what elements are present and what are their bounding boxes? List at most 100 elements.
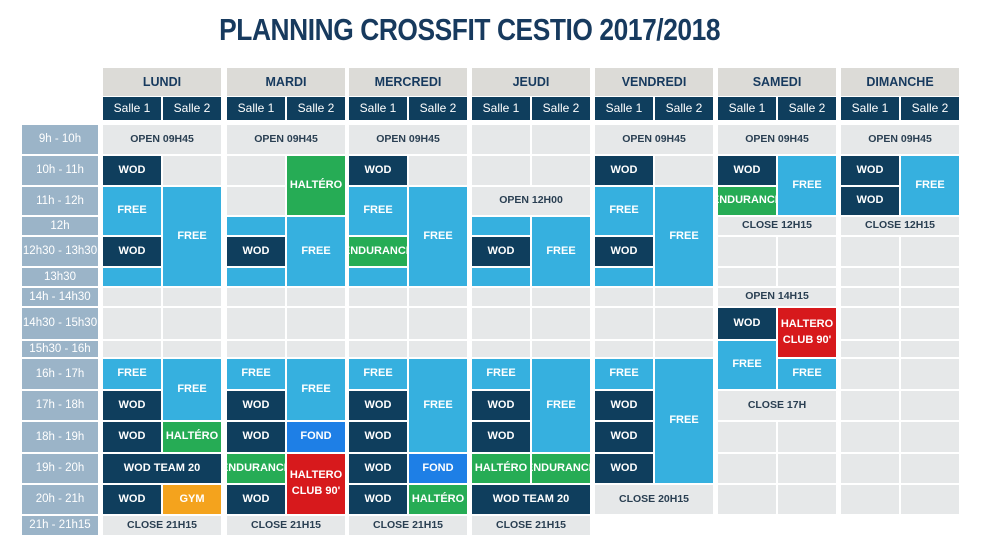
empty-slot <box>472 156 530 185</box>
session-halt-ro[interactable]: HALTÉRO <box>409 485 467 514</box>
session-wod[interactable]: WOD <box>103 422 161 452</box>
schedule-note: OPEN 09H45 <box>595 125 713 154</box>
salle-header: Salle 1 <box>103 97 161 120</box>
schedule-note: OPEN 09H45 <box>349 125 467 154</box>
session-wod[interactable]: WOD <box>472 391 530 420</box>
session-wod[interactable]: WOD <box>595 237 653 266</box>
session-free[interactable]: FREE <box>409 359 467 452</box>
session-wod[interactable]: WOD <box>472 422 530 452</box>
session-halt-ro[interactable]: HALTÉRO <box>472 454 530 483</box>
session-wod[interactable]: WOD <box>227 422 285 452</box>
session-free[interactable]: FREE <box>778 156 836 215</box>
session-free[interactable]: FREE <box>287 217 345 286</box>
session-wod[interactable]: WOD <box>103 156 161 185</box>
session-wod[interactable]: WOD <box>718 308 776 339</box>
session-free[interactable]: FREE <box>349 359 407 389</box>
time-slot: 14h - 14h30 <box>22 288 98 306</box>
session-wod[interactable]: WOD <box>595 391 653 420</box>
time-slot: 11h - 12h <box>22 187 98 215</box>
session-free[interactable]: FREE <box>901 156 959 215</box>
session-wod-team-20[interactable]: WOD TEAM 20 <box>472 485 590 514</box>
session-free[interactable]: FREE <box>163 187 221 286</box>
schedule-note: CLOSE 21H15 <box>349 516 467 535</box>
empty-slot <box>595 341 653 357</box>
session-free[interactable]: FREE <box>778 359 836 389</box>
session-free[interactable]: FREE <box>532 217 590 286</box>
session-free[interactable]: FREE <box>409 187 467 286</box>
session-wod[interactable]: WOD <box>472 237 530 266</box>
time-slot: 17h - 18h <box>22 391 98 420</box>
empty-slot <box>227 156 285 185</box>
session-wod[interactable]: WOD <box>349 454 407 483</box>
time-slot: 10h - 11h <box>22 156 98 185</box>
session-wod[interactable]: WOD <box>103 391 161 420</box>
empty-slot <box>718 268 776 286</box>
empty-slot <box>901 485 959 514</box>
empty-slot <box>227 187 285 215</box>
session-free[interactable]: FREE <box>595 359 653 389</box>
session-free[interactable]: FREE <box>227 359 285 389</box>
session-free[interactable]: FREE <box>472 359 530 389</box>
session-free[interactable]: FREE <box>655 187 713 286</box>
schedule-note: CLOSE 21H15 <box>103 516 221 535</box>
session-block <box>103 268 161 286</box>
empty-slot <box>103 308 161 339</box>
empty-slot <box>472 308 530 339</box>
empty-slot <box>472 125 530 154</box>
session-free[interactable]: FREE <box>718 341 776 389</box>
empty-slot <box>472 341 530 357</box>
session-wod[interactable]: WOD <box>349 485 407 514</box>
empty-slot <box>532 308 590 339</box>
session-endurance[interactable]: ENDURANCE <box>227 454 285 483</box>
session-wod[interactable]: WOD <box>595 454 653 483</box>
session-free[interactable]: FREE <box>595 187 653 235</box>
session-wod[interactable]: WOD <box>349 422 407 452</box>
session-wod[interactable]: WOD <box>841 156 899 185</box>
session-free[interactable]: FREE <box>163 359 221 420</box>
session-free[interactable]: FREE <box>655 359 713 483</box>
session-wod[interactable]: WOD <box>841 187 899 215</box>
session-wod[interactable]: WOD <box>595 156 653 185</box>
day-header: JEUDI <box>472 68 590 96</box>
session-wod[interactable]: WOD <box>349 156 407 185</box>
session-wod[interactable]: WOD <box>718 156 776 185</box>
session-wod[interactable]: WOD <box>103 485 161 514</box>
session-block <box>472 268 530 286</box>
session-endurance[interactable]: ENDURANCE <box>349 237 407 266</box>
session-fond[interactable]: FOND <box>287 422 345 452</box>
session-gym[interactable]: GYM <box>163 485 221 514</box>
session-wod[interactable]: WOD <box>227 237 285 266</box>
empty-slot <box>103 341 161 357</box>
empty-slot <box>841 268 899 286</box>
session-free[interactable]: FREE <box>532 359 590 452</box>
schedule-note: OPEN 14H15 <box>718 288 836 306</box>
session-endurance[interactable]: ENDURANCE <box>718 187 776 215</box>
empty-slot <box>841 341 899 357</box>
session-wod[interactable]: WOD <box>227 485 285 514</box>
empty-slot <box>163 308 221 339</box>
session-halt-ro[interactable]: HALTÉRO <box>287 156 345 215</box>
empty-slot <box>718 422 776 452</box>
session-wod[interactable]: WOD <box>103 237 161 266</box>
time-slot: 20h - 21h <box>22 485 98 514</box>
empty-slot <box>532 288 590 306</box>
session-fond[interactable]: FOND <box>409 454 467 483</box>
session-endurance[interactable]: ENDURANCE <box>532 454 590 483</box>
empty-slot <box>595 308 653 339</box>
session-wod-team-20[interactable]: WOD TEAM 20 <box>103 454 221 483</box>
empty-slot <box>409 156 467 185</box>
session-haltero-club-90[interactable]: HALTERO CLUB 90' <box>778 308 836 357</box>
session-wod[interactable]: WOD <box>227 391 285 420</box>
session-haltero-club-90[interactable]: HALTERO CLUB 90' <box>287 454 345 514</box>
session-free[interactable]: FREE <box>287 359 345 420</box>
session-free[interactable]: FREE <box>103 187 161 235</box>
session-block <box>595 268 653 286</box>
session-halt-ro[interactable]: HALTÉRO <box>163 422 221 452</box>
schedule-note: OPEN 09H45 <box>718 125 836 154</box>
session-wod[interactable]: WOD <box>595 422 653 452</box>
schedule-note: OPEN 12H00 <box>472 187 590 215</box>
session-free[interactable]: FREE <box>349 187 407 235</box>
session-wod[interactable]: WOD <box>349 391 407 420</box>
empty-slot <box>349 288 407 306</box>
session-free[interactable]: FREE <box>103 359 161 389</box>
